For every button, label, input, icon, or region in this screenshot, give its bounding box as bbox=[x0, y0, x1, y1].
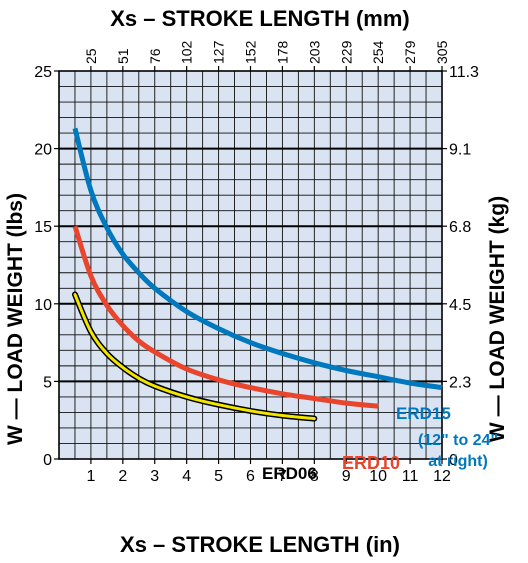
x-tick-label: 1 bbox=[86, 468, 95, 485]
x-tick-label: 12 bbox=[433, 468, 451, 485]
y-tick-label: 0 bbox=[43, 452, 52, 469]
top-tick-label: 25 bbox=[83, 48, 99, 64]
x-tick-label: 10 bbox=[369, 468, 387, 485]
left-axis-title: W — LOAD WEIGHT (lbs) bbox=[4, 193, 27, 445]
top-tick-label: 127 bbox=[211, 40, 227, 64]
erd10-line bbox=[72, 225, 379, 409]
top-tick-label: 51 bbox=[115, 48, 131, 64]
x-tick-label: 2 bbox=[118, 468, 127, 485]
grid-minor bbox=[58, 71, 443, 459]
top-tick-label: 76 bbox=[147, 48, 163, 64]
erd15-label: ERD15 bbox=[396, 404, 451, 423]
note-line-2: at right) bbox=[428, 453, 488, 470]
x-tick-label: 7 bbox=[278, 468, 287, 485]
erd10-label: ERD10 bbox=[342, 453, 400, 473]
x-tick-label: 8 bbox=[310, 468, 319, 485]
erd06-label: ERD06 bbox=[262, 464, 317, 483]
x-tick-label: 3 bbox=[150, 468, 159, 485]
erd15-line bbox=[72, 127, 443, 391]
top-tick-label: 229 bbox=[338, 40, 354, 64]
y-tick-label: 25 bbox=[34, 64, 52, 81]
top-tick-label: 178 bbox=[274, 40, 290, 64]
erd06-line bbox=[73, 293, 316, 421]
series-layer bbox=[72, 127, 443, 422]
y-tick-label: 15 bbox=[34, 219, 52, 236]
x-tick-label: 4 bbox=[182, 468, 191, 485]
right-tick-label: 6.8 bbox=[449, 219, 471, 236]
right-tick-label: 11.3 bbox=[449, 64, 479, 81]
top-tick-label: 102 bbox=[179, 40, 195, 64]
x-tick-label: 11 bbox=[402, 468, 419, 485]
y-tick-label: 5 bbox=[43, 374, 52, 391]
top-tick-label: 152 bbox=[243, 40, 259, 64]
right-tick-label: 0 bbox=[449, 452, 458, 469]
x-tick-label: 9 bbox=[342, 468, 351, 485]
top-tick-label: 254 bbox=[370, 40, 386, 64]
right-axis-title: W — LOAD WEIGHT (kg) bbox=[486, 196, 509, 442]
right-tick-label: 2.3 bbox=[449, 374, 471, 391]
y-tick-label: 10 bbox=[34, 297, 52, 314]
note-line-1: (12" to 24" bbox=[418, 432, 498, 449]
x-tick-label: 5 bbox=[214, 468, 223, 485]
top-axis-title: Xs – STROKE LENGTH (mm) bbox=[110, 6, 409, 31]
right-tick-label: 4.5 bbox=[449, 297, 471, 314]
top-tick-label: 305 bbox=[434, 40, 450, 64]
top-tick-label: 203 bbox=[306, 40, 322, 64]
bottom-axis-title: Xs – STROKE LENGTH (in) bbox=[120, 532, 400, 557]
top-tick-label: 279 bbox=[402, 40, 418, 64]
x-tick-label: 6 bbox=[246, 468, 255, 485]
y-tick-label: 20 bbox=[34, 142, 52, 159]
right-tick-label: 9.1 bbox=[449, 142, 471, 159]
